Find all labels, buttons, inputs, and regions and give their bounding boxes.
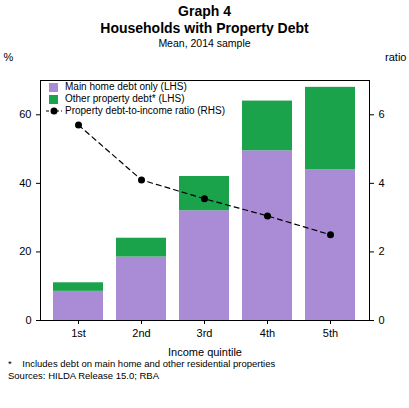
svg-text:ratio: ratio [385,51,406,63]
svg-text:4th: 4th [260,327,275,339]
html-text:Graph 4: Graph 4 [178,3,231,19]
html-text:Main home debt only (LHS): Main home debt only (LHS) [65,81,187,92]
svg-text:20: 20 [19,245,31,257]
html-text:Sources: HILDA Release 15.0; R: Sources: HILDA Release 15.0; RBA [8,370,159,381]
svg-text:1st: 1st [71,327,86,339]
svg-text:0: 0 [25,314,31,326]
svg-text:Income quintile: Income quintile [168,346,242,358]
svg-text:2nd: 2nd [132,327,150,339]
svg-text:5th: 5th [323,327,338,339]
svg-text:40: 40 [19,177,31,189]
svg-text:2: 2 [379,245,385,257]
svg-text:0: 0 [379,314,385,326]
html-text:Other property debt* (LHS): Other property debt* (LHS) [65,93,185,104]
html-text:Property debt-to-income ratio: Property debt-to-income ratio (RHS) [65,105,226,116]
svg-text:%: % [4,51,14,63]
svg-text:4: 4 [379,177,385,189]
svg-text:3rd: 3rd [197,327,213,339]
html-text:Households with Property Debt: Households with Property Debt [100,20,309,36]
html-text:Mean, 2014 sample: Mean, 2014 sample [158,37,251,49]
svg-text:6: 6 [379,108,385,120]
svg-text:60: 60 [19,108,31,120]
html-text:* Includes debt on main home a: * Includes debt on main home and other r… [8,358,276,369]
